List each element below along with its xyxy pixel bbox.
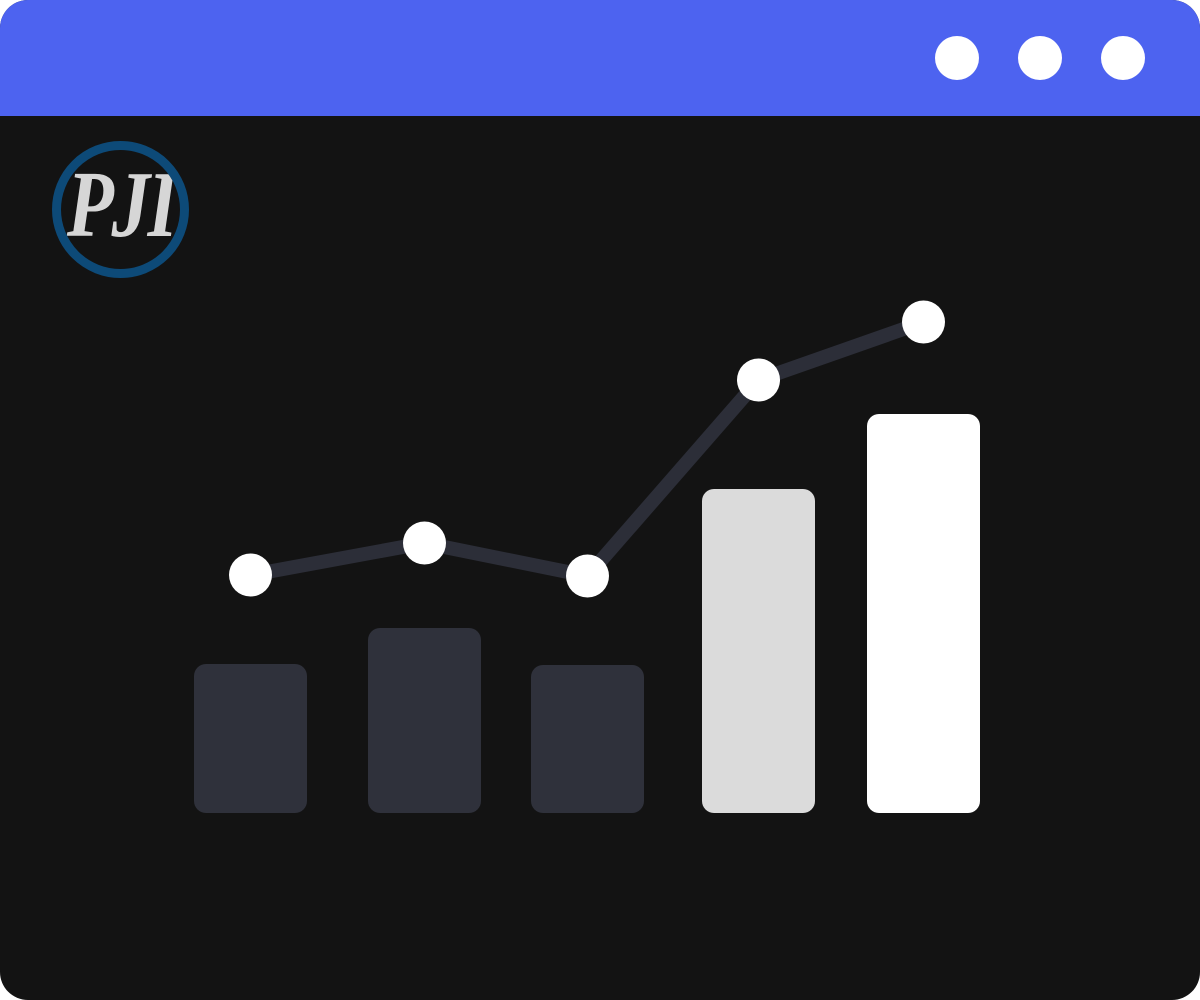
- window-control-dot[interactable]: [1018, 36, 1062, 80]
- pji-logo: PJI: [52, 141, 189, 278]
- window-titlebar: [0, 0, 1200, 116]
- trend-point-dot: [737, 358, 780, 402]
- pji-logo-text: PJI: [66, 152, 177, 257]
- chart-bar: [368, 628, 481, 813]
- chart-bar: [867, 414, 980, 813]
- chart-bar: [531, 665, 644, 813]
- trend-point-dot: [229, 553, 272, 597]
- trend-point-dot: [566, 554, 609, 598]
- trend-line: [243, 315, 931, 583]
- window-control-dot[interactable]: [1101, 36, 1145, 80]
- window-control-dot[interactable]: [935, 36, 979, 80]
- chart-bar: [194, 664, 307, 813]
- chart-bar: [702, 489, 815, 813]
- trend-point-dot: [403, 521, 446, 565]
- trend-point-dot: [902, 300, 945, 344]
